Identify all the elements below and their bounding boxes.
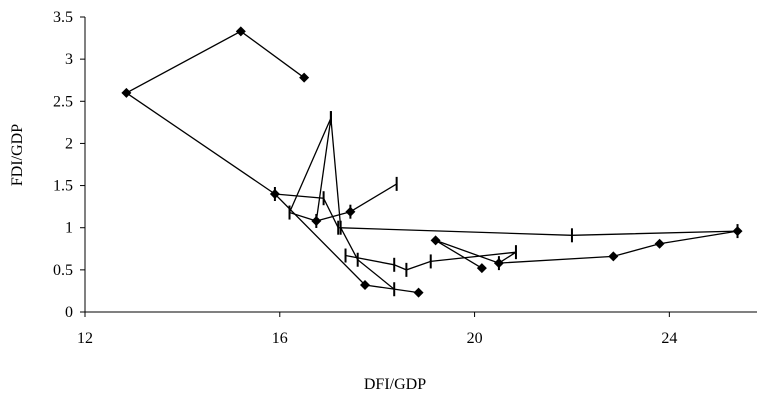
data-point-diamond — [235, 26, 246, 37]
y-tick-label: 2.5 — [53, 93, 73, 110]
data-point-diamond — [654, 238, 665, 249]
series-line — [316, 211, 351, 222]
y-tick-label: 0.5 — [53, 262, 73, 279]
series-line — [288, 117, 395, 290]
series-line — [125, 30, 419, 294]
series-line — [435, 230, 738, 269]
y-tick-label: 0 — [65, 304, 73, 321]
data-point-diamond — [430, 235, 441, 246]
tick-labels: 0 0.5 1 1.5 2 2.5 3 3.5 12 16 20 24 — [53, 9, 677, 347]
y-tick-label: 1.5 — [53, 178, 73, 195]
x-tick-label: 16 — [272, 330, 288, 347]
y-axis-label: FDI/GDP — [9, 124, 26, 186]
data-point-diamond — [299, 72, 310, 83]
series-lines — [125, 30, 738, 294]
series-line — [345, 251, 517, 271]
series-line — [274, 193, 738, 236]
series-markers — [121, 26, 743, 298]
series-line — [350, 183, 398, 213]
y-tick-label: 1 — [65, 220, 73, 237]
data-point-diamond — [121, 87, 132, 98]
y-tick-label: 3 — [65, 51, 73, 68]
x-tick-label: 12 — [77, 330, 93, 347]
data-point-diamond — [413, 287, 424, 298]
x-axis-label: DFI/GDP — [364, 376, 426, 393]
x-tick-label: 20 — [467, 330, 483, 347]
data-point-diamond — [608, 251, 619, 262]
y-tick-label: 2 — [65, 135, 73, 152]
data-point-diamond — [360, 280, 370, 291]
x-tick-label: 24 — [661, 330, 677, 347]
axes — [80, 16, 757, 317]
y-tick-label: 3.5 — [53, 9, 73, 26]
data-point-diamond — [476, 263, 487, 274]
